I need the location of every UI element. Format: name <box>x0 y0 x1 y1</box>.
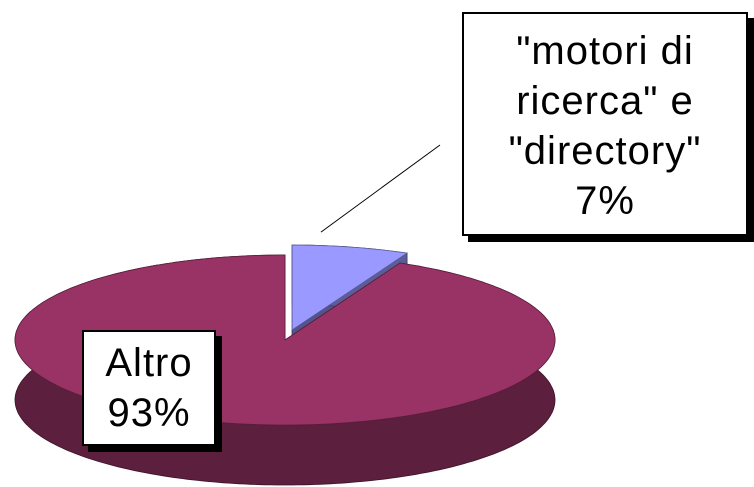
slice-label: "motori di ricerca" e "directory" 7% <box>462 12 748 236</box>
value-label: 7% <box>575 179 635 223</box>
value-label: 93% <box>107 391 191 435</box>
category-label: Altro <box>105 341 193 385</box>
leader-line <box>320 144 441 233</box>
slice-label: Altro 93% <box>82 330 216 446</box>
category-label: "motori di ricerca" e "directory" <box>508 29 702 173</box>
slice <box>291 244 409 331</box>
